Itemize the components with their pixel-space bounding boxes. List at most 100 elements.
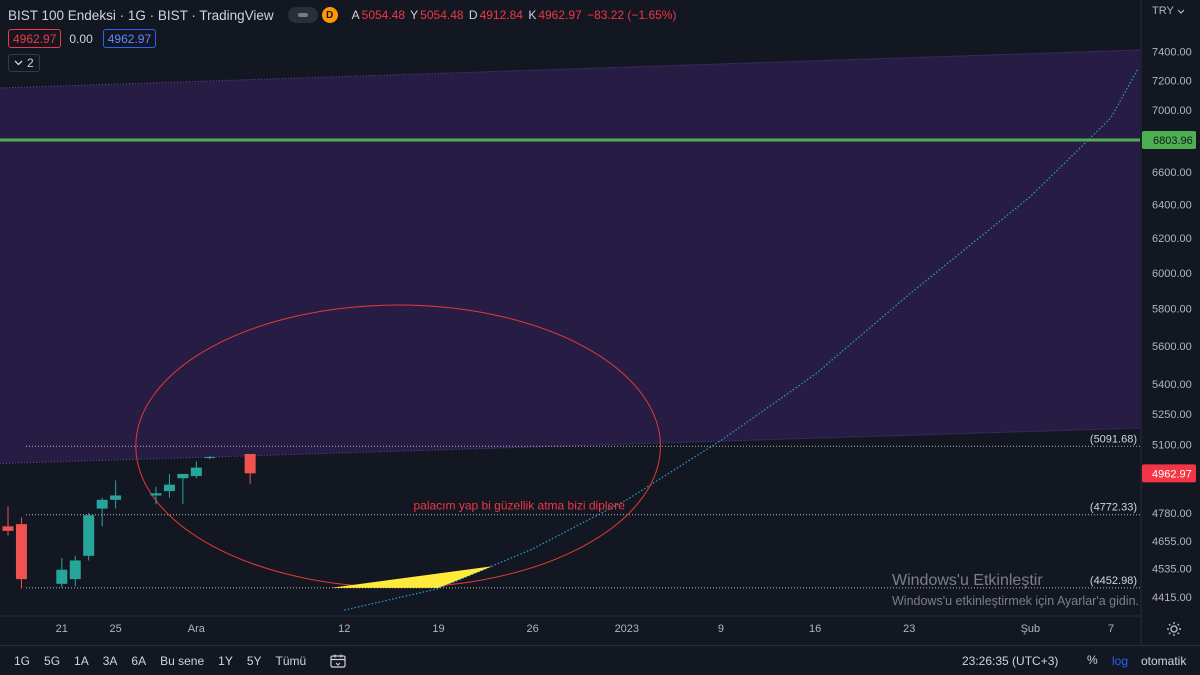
y-tick-label: 4535.00 bbox=[1152, 564, 1192, 576]
level-label-2: (4772.33) bbox=[1090, 502, 1137, 514]
level-label-1: (5091.68) bbox=[1090, 433, 1137, 445]
channel-fill bbox=[0, 49, 1140, 464]
low-label: D bbox=[468, 8, 478, 22]
range-bu-sene[interactable]: Bu sene bbox=[160, 653, 205, 668]
indicators-toggle-button[interactable]: 2 bbox=[8, 54, 40, 72]
x-tick-label: 12 bbox=[338, 623, 350, 635]
x-tick-label: 26 bbox=[527, 623, 539, 635]
candle-8 bbox=[163, 473, 175, 498]
y-tick-label: 6400.00 bbox=[1152, 200, 1192, 212]
y-tick-label: 4415.00 bbox=[1152, 592, 1192, 604]
candle-body-2 bbox=[56, 569, 68, 584]
candle-2 bbox=[56, 558, 68, 588]
buy-price-box[interactable]: 4962.97 bbox=[102, 29, 157, 48]
close-label: K bbox=[528, 8, 537, 22]
calendar-icon[interactable] bbox=[330, 654, 346, 668]
candle-body-10 bbox=[190, 467, 202, 477]
clock[interactable]: 23:26:35 (UTC+3) bbox=[962, 654, 1059, 668]
chevron-down-icon bbox=[1177, 9, 1185, 14]
candle-body-4 bbox=[83, 515, 95, 556]
range-1a[interactable]: 1A bbox=[74, 653, 89, 668]
symbol-title[interactable]: BIST 100 Endeksi · 1G · BIST · TradingVi… bbox=[8, 7, 274, 23]
change-value: −83.22 (−1.65%) bbox=[587, 8, 677, 22]
y-tick-label: 4655.00 bbox=[1152, 536, 1192, 548]
y-tick-label: 5600.00 bbox=[1152, 341, 1192, 353]
range-1g[interactable]: 1G bbox=[14, 653, 31, 668]
candle-body-9 bbox=[177, 473, 189, 479]
candle-body-7 bbox=[150, 493, 162, 496]
range-1y[interactable]: 1Y bbox=[218, 653, 233, 668]
bottom-toolbar: 1G 5G 1A 3A 6A Bu sene 1Y 5Y Tümü 23:26:… bbox=[0, 645, 1200, 675]
candle-body-11 bbox=[204, 457, 216, 459]
x-tick-label: 7 bbox=[1108, 623, 1114, 635]
x-tick-label: 25 bbox=[109, 623, 121, 635]
interval-badge[interactable]: D bbox=[321, 7, 338, 23]
ohlc-values: A 5054.48 Y 5054.48 D 4912.84 K 4962.97 −83.… bbox=[352, 8, 679, 22]
y-tick-label: 6600.00 bbox=[1152, 167, 1192, 179]
candle-4 bbox=[83, 512, 95, 561]
low-value: 4912.84 bbox=[479, 8, 523, 22]
auto-scale-toggle[interactable]: otomatik bbox=[1141, 654, 1187, 668]
candle-5 bbox=[96, 497, 108, 527]
range-6a[interactable]: 6A bbox=[131, 653, 147, 668]
candle-body-8 bbox=[163, 484, 175, 492]
currency-selector[interactable]: TRY bbox=[1152, 5, 1185, 17]
log-toggle[interactable]: log bbox=[1112, 654, 1129, 668]
last-price-badge bbox=[1142, 464, 1196, 483]
last-price-label: 4962.97 bbox=[1152, 468, 1192, 480]
candle-body-12 bbox=[244, 454, 256, 474]
y-tick-label: 6000.00 bbox=[1152, 268, 1192, 280]
x-tick-label: 16 bbox=[809, 623, 821, 635]
open-label: A bbox=[351, 8, 360, 22]
watermark-line1: Windows'u Etkinleştir bbox=[892, 572, 1043, 589]
y-tick-label: 5400.00 bbox=[1152, 379, 1192, 391]
visibility-toggle-icon[interactable] bbox=[287, 7, 318, 23]
y-tick-label: 5800.00 bbox=[1152, 304, 1192, 316]
annotation-text: palacım yap bi güzellik atma bizi dipler… bbox=[413, 499, 625, 513]
windows-activation-watermark: Windows'u Etkinleştir Windows'u etkinleş… bbox=[892, 572, 1139, 608]
x-tick-label: 23 bbox=[903, 623, 915, 635]
high-value: 5054.48 bbox=[420, 8, 464, 22]
y-tick-label: 6200.00 bbox=[1152, 233, 1192, 245]
high-label: Y bbox=[410, 8, 419, 22]
candle-9 bbox=[177, 473, 189, 505]
candle-10 bbox=[190, 461, 202, 479]
candle-body-1 bbox=[15, 524, 27, 580]
candle-1 bbox=[15, 517, 27, 589]
range-3a[interactable]: 3A bbox=[102, 653, 118, 668]
support-price-badge bbox=[1142, 131, 1196, 150]
x-tick-label: 19 bbox=[432, 623, 444, 635]
candle-12 bbox=[244, 454, 256, 485]
y-tick-label: 7400.00 bbox=[1152, 46, 1192, 58]
x-tick-label: 21 bbox=[56, 623, 68, 635]
candle-11 bbox=[204, 456, 216, 460]
support-price-label: 6803.96 bbox=[1153, 135, 1193, 147]
close-value: 4962.97 bbox=[538, 8, 582, 22]
spread-value: 0.00 bbox=[69, 31, 93, 46]
level-label-3: (4452.98) bbox=[1090, 575, 1137, 587]
y-tick-label: 5250.00 bbox=[1152, 409, 1192, 421]
range-5y[interactable]: 5Y bbox=[246, 653, 262, 668]
quote-row: 4962.97 0.00 4962.97 bbox=[8, 29, 157, 48]
y-tick-label: 7200.00 bbox=[1152, 75, 1192, 87]
percent-toggle[interactable]: % bbox=[1087, 653, 1098, 667]
candle-body-6 bbox=[110, 495, 122, 500]
price-chart[interactable]: (5091.68) (4772.33) (4452.98) palacım yap b… bbox=[0, 0, 1200, 645]
gear-icon[interactable] bbox=[1166, 621, 1182, 637]
y-tick-label: 5100.00 bbox=[1152, 440, 1192, 452]
indicators-count: 2 bbox=[27, 56, 34, 70]
candle-body-3 bbox=[69, 560, 81, 580]
range-5g[interactable]: 5G bbox=[44, 653, 61, 668]
channel-upper-line bbox=[0, 49, 1141, 89]
x-tick-label: 9 bbox=[718, 623, 724, 635]
range-tumu[interactable]: Tümü bbox=[275, 653, 307, 668]
y-tick-label: 7000.00 bbox=[1152, 105, 1192, 117]
candle-7 bbox=[150, 486, 162, 505]
y-tick-label: 4780.00 bbox=[1152, 508, 1192, 520]
sell-price-box[interactable]: 4962.97 bbox=[8, 29, 62, 48]
watermark-line2: Windows'u etkinleştirmek için Ayarlar'a … bbox=[892, 594, 1140, 608]
x-tick-label: 2023 bbox=[615, 623, 639, 635]
chart-legend: BIST 100 Endeksi · 1G · BIST · TradingVi… bbox=[8, 7, 678, 23]
open-value: 5054.48 bbox=[361, 8, 406, 22]
candle-body-5 bbox=[96, 499, 108, 509]
